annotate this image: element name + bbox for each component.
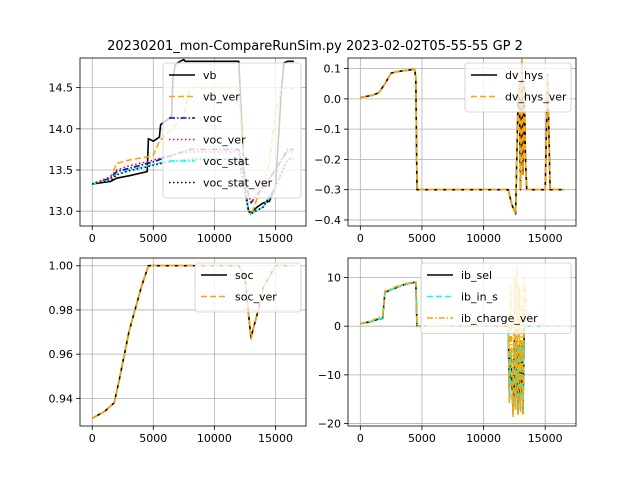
legend-label-soc: soc xyxy=(235,269,254,282)
x-tick-label: 5000 xyxy=(408,432,436,445)
x-tick-label: 5000 xyxy=(139,232,167,245)
legend: dv_hys dv_hys_ver xyxy=(464,62,572,113)
y-tick-label: −20 xyxy=(318,418,341,431)
series-line-voc_stat xyxy=(92,157,294,215)
series-line-voc_stat_ver xyxy=(92,158,294,215)
series-line-vb xyxy=(92,58,294,214)
legend-label-dv_hys_ver: dv_hys_ver xyxy=(505,91,567,104)
legend-label-ib_sel: ib_sel xyxy=(461,269,492,282)
x-tick-label: 0 xyxy=(89,432,96,445)
y-tick-label: −0.1 xyxy=(314,123,341,136)
series-line-dv_hys_ver xyxy=(360,58,564,215)
legend: soc soc_ver xyxy=(194,262,302,313)
x-tick-label: 15000 xyxy=(528,232,563,245)
x-tick-label: 5000 xyxy=(139,432,167,445)
y-tick-label: 0.0 xyxy=(324,93,342,106)
x-tick-label: 10000 xyxy=(466,232,501,245)
legend-label-vb_ver: vb_ver xyxy=(203,91,240,104)
y-tick-label: 13.0 xyxy=(49,205,74,218)
legend-label-vb: vb xyxy=(203,69,217,82)
x-tick-label: 10000 xyxy=(197,232,232,245)
axes-frame xyxy=(347,57,577,227)
x-tick-label: 0 xyxy=(357,432,364,445)
x-tick-label: 15000 xyxy=(528,432,563,445)
series-line-ib_charge_ver xyxy=(360,266,570,418)
legend-label-ib_charge_ver: ib_charge_ver xyxy=(461,312,538,325)
y-tick-label: 0.96 xyxy=(49,348,74,361)
y-tick-label: −10 xyxy=(318,369,341,382)
y-tick-label: −0.3 xyxy=(314,184,341,197)
legend-label-soc_ver: soc_ver xyxy=(235,291,277,304)
x-tick-label: 15000 xyxy=(258,432,293,445)
x-tick-label: 10000 xyxy=(466,432,501,445)
y-tick-label: 0 xyxy=(334,320,341,333)
x-tick-label: 0 xyxy=(89,232,96,245)
legend-label-dv_hys: dv_hys xyxy=(505,69,543,82)
legend-label-voc_stat_ver: voc_stat_ver xyxy=(203,177,273,190)
subplot-top-right: 0 5000 10000 15000 −0.4 −0.3 −0.2 −0.1 0.0 0.1 dv_… xyxy=(314,57,577,245)
axes-frame xyxy=(347,257,577,427)
y-tick-label: −0.2 xyxy=(314,153,341,166)
figure-suptitle: 20230201_mon-CompareRunSim.py 2023-02-02… xyxy=(107,39,523,54)
y-tick-label: −0.4 xyxy=(314,214,341,227)
x-tick-label: 0 xyxy=(357,232,364,245)
legend-box xyxy=(420,262,572,334)
legend-label-voc_ver: voc_ver xyxy=(203,134,246,147)
y-tick-label: 0.98 xyxy=(49,304,74,317)
axes-frame xyxy=(79,257,307,427)
series-group xyxy=(360,266,570,418)
subplot-bottom-left: 0 5000 10000 15000 0.94 0.96 0.98 1.00 soc soc_ve… xyxy=(49,257,307,445)
x-tick-label: 15000 xyxy=(258,232,293,245)
legend-label-voc: voc xyxy=(203,112,222,125)
y-tick-label: 0.1 xyxy=(324,63,342,76)
y-tick-label: 1.00 xyxy=(49,260,74,273)
panels: 0 5000 10000 1500013.013.514.014.5vbvb_verv… xyxy=(49,57,577,445)
y-tick-label: 0.94 xyxy=(49,392,74,405)
y-tick-label: 14.0 xyxy=(49,123,74,136)
legend-label-voc_stat: voc_stat xyxy=(203,155,250,168)
x-tick-label: 5000 xyxy=(408,232,436,245)
y-tick-label: 13.5 xyxy=(49,164,74,177)
x-tick-label: 10000 xyxy=(197,432,232,445)
legend: ib_sel ib_in_s ib_charge_ver xyxy=(420,262,572,334)
subplot-top-left: 0 5000 10000 1500013.013.514.014.5vbvb_verv… xyxy=(49,57,307,245)
series-group xyxy=(360,58,564,215)
legend-box xyxy=(162,62,302,199)
axes-frame xyxy=(79,57,307,227)
legend-label-ib_in_s: ib_in_s xyxy=(461,291,498,304)
y-tick-label: 10 xyxy=(327,271,341,284)
y-tick-label: 14.5 xyxy=(49,82,74,95)
